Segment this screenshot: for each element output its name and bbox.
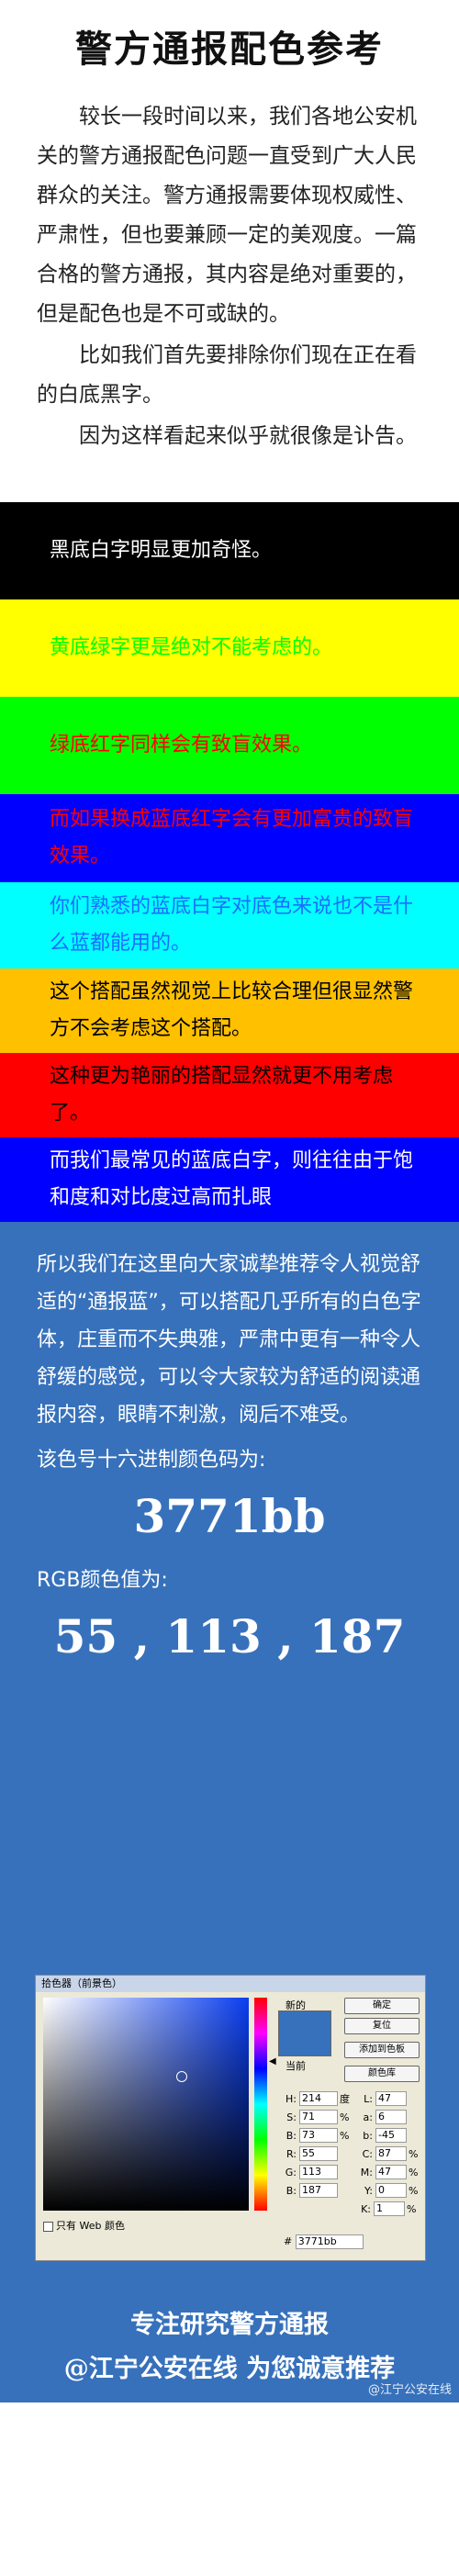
band-text: 黑底白字明显更加奇怪。 xyxy=(50,539,273,562)
color-library-button[interactable]: 颜色库 xyxy=(344,2066,420,2082)
c-field[interactable]: 87 xyxy=(375,2146,407,2161)
footer: 专注研究警方通报 @江宁公安在线 为您诚意推荐 xyxy=(0,2303,459,2391)
color-swatch xyxy=(278,2010,331,2056)
r-label: R: xyxy=(285,2147,297,2160)
intro-paragraph: 较长一段时间以来，我们各地公安机关的警方通报配色问题一直受到广大人民群众的关注。… xyxy=(37,105,417,326)
s-unit: % xyxy=(340,2111,350,2123)
h-unit: 度 xyxy=(340,2093,350,2105)
c-unit: % xyxy=(409,2147,419,2160)
color-band-black-white: 黑底白字明显更加奇怪。 xyxy=(0,502,459,599)
color-band-blue-red: 而如果换成蓝底红字会有更加富贵的致盲效果。 xyxy=(0,794,459,882)
web-only-checkbox[interactable]: 只有 Web 颜色 xyxy=(43,2218,125,2233)
checkbox-icon[interactable] xyxy=(43,2221,53,2232)
current-label: 当前 xyxy=(285,2060,306,2072)
color-band-green-red: 绿底红字同样会有致盲效果。 xyxy=(0,697,459,794)
h-field[interactable]: 214 xyxy=(299,2091,338,2106)
b-lab-label: b: xyxy=(363,2129,373,2142)
b-rgb-label: B: xyxy=(285,2184,297,2197)
color-picker-dialog: 拾色器（前景色） ◀ 新的 当前 确定 复位 添加到色板 颜色库 H: 214 … xyxy=(35,1975,426,2261)
color-cursor-icon[interactable] xyxy=(176,2071,187,2082)
l-label: L: xyxy=(364,2092,373,2105)
a-field[interactable]: 6 xyxy=(375,2110,407,2124)
b-lab-field[interactable]: -45 xyxy=(375,2128,407,2143)
k-label: K: xyxy=(361,2202,371,2215)
color-field[interactable] xyxy=(43,1998,249,2211)
g-label: G: xyxy=(285,2166,297,2178)
new-label: 新的 xyxy=(285,1999,306,2011)
b-hsb-field[interactable]: 73 xyxy=(299,2128,338,2143)
slider-arrow-icon[interactable]: ◀ xyxy=(269,2056,276,2066)
rgb-label: RGB颜色值为: xyxy=(37,1569,168,1592)
band-text: 你们熟悉的蓝底白字对底色来说也不是什么蓝都能用的。 xyxy=(50,895,414,955)
c-label: C: xyxy=(362,2147,373,2160)
add-swatch-button[interactable]: 添加到色板 xyxy=(344,2042,420,2058)
color-band-yellow-green: 黄底绿字更是绝对不能考虑的。 xyxy=(0,599,459,697)
y-label: Y: xyxy=(364,2184,373,2197)
l-field[interactable]: 47 xyxy=(375,2091,407,2106)
band-text: 绿底红字同样会有致盲效果。 xyxy=(50,734,313,756)
r-field[interactable]: 55 xyxy=(299,2146,338,2161)
hex-value: 3771bb xyxy=(133,1489,326,1543)
hex-field[interactable]: 3771bb xyxy=(295,2234,364,2249)
intro-paragraph: 比如我们首先要排除你们现在正在看的白底黑字。 xyxy=(37,343,417,407)
b-hsb-unit: % xyxy=(340,2129,350,2142)
page-title: 警方通报配色参考 xyxy=(75,28,384,71)
b-hsb-label: B: xyxy=(285,2129,297,2142)
web-only-label: 只有 Web 颜色 xyxy=(56,2220,125,2232)
rgb-value: 55 , 113 , 187 xyxy=(53,1609,406,1663)
band-text: 黄底绿字更是绝对不能考虑的。 xyxy=(50,636,333,659)
intro-section: 较长一段时间以来，我们各地公安机关的警方通报配色问题一直受到广大人民群众的关注。… xyxy=(0,92,459,456)
ok-button[interactable]: 确定 xyxy=(344,1998,420,2014)
g-field[interactable]: 113 xyxy=(299,2165,338,2179)
s-label: S: xyxy=(286,2111,297,2123)
band-text: 而我们最常见的蓝底白字，则往往由于饱和度和对比度过高而扎眼 xyxy=(50,1149,414,1209)
k-unit: % xyxy=(407,2202,417,2215)
band-text: 这种更为艳丽的搭配显然就更不用考虑了。 xyxy=(50,1065,394,1125)
color-band-blue-white: 而我们最常见的蓝底白字，则往往由于饱和度和对比度过高而扎眼 xyxy=(0,1137,459,1222)
color-band-orange-black: 这个搭配虽然视觉上比较合理但很显然警方不会考虑这个搭配。 xyxy=(0,969,459,1053)
a-label: a: xyxy=(363,2111,373,2123)
y-field[interactable]: 0 xyxy=(375,2183,407,2198)
hex-prefix: # xyxy=(284,2235,293,2247)
recommend-section: 所以我们在这里向大家诚挚推荐令人视觉舒适的“通报蓝”，可以搭配几乎所有的白色字体… xyxy=(0,1222,459,2402)
color-band-red-black: 这种更为艳丽的搭配显然就更不用考虑了。 xyxy=(0,1053,459,1137)
m-field[interactable]: 47 xyxy=(375,2165,407,2179)
b-rgb-field[interactable]: 187 xyxy=(299,2183,338,2198)
picker-title: 拾色器（前景色） xyxy=(36,1976,425,1992)
k-field[interactable]: 1 xyxy=(374,2201,405,2216)
band-text: 而如果换成蓝底红字会有更加富贵的致盲效果。 xyxy=(50,808,414,868)
intro-paragraph: 因为这样看起来似乎就很像是讣告。 xyxy=(79,424,417,448)
color-values: H: 214 度 L: 47 S: 71 % a: 6 B: 73 % xyxy=(276,2089,423,2218)
band-text: 这个搭配虽然视觉上比较合理但很显然警方不会考虑这个搭配。 xyxy=(50,980,414,1040)
watermark: @江宁公安在线 xyxy=(367,2383,452,2397)
y-unit: % xyxy=(409,2184,419,2197)
color-band-cyan-blue: 你们熟悉的蓝底白字对底色来说也不是什么蓝都能用的。 xyxy=(0,882,459,969)
hue-slider[interactable] xyxy=(254,1998,267,2211)
footer-line-2: @江宁公安在线 为您诚意推荐 xyxy=(63,2355,396,2383)
s-field[interactable]: 71 xyxy=(299,2110,338,2124)
h-label: H: xyxy=(285,2092,297,2105)
m-label: M: xyxy=(360,2166,373,2178)
hex-row: # 3771bb xyxy=(284,2234,364,2249)
reset-button[interactable]: 复位 xyxy=(344,2018,420,2034)
recommend-paragraph: 所以我们在这里向大家诚挚推荐令人视觉舒适的“通报蓝”，可以搭配几乎所有的白色字体… xyxy=(37,1253,421,1427)
footer-line-1: 专注研究警方通报 xyxy=(130,2311,329,2339)
m-unit: % xyxy=(409,2166,419,2178)
hex-label: 该色号十六进制颜色码为: xyxy=(37,1449,266,1472)
